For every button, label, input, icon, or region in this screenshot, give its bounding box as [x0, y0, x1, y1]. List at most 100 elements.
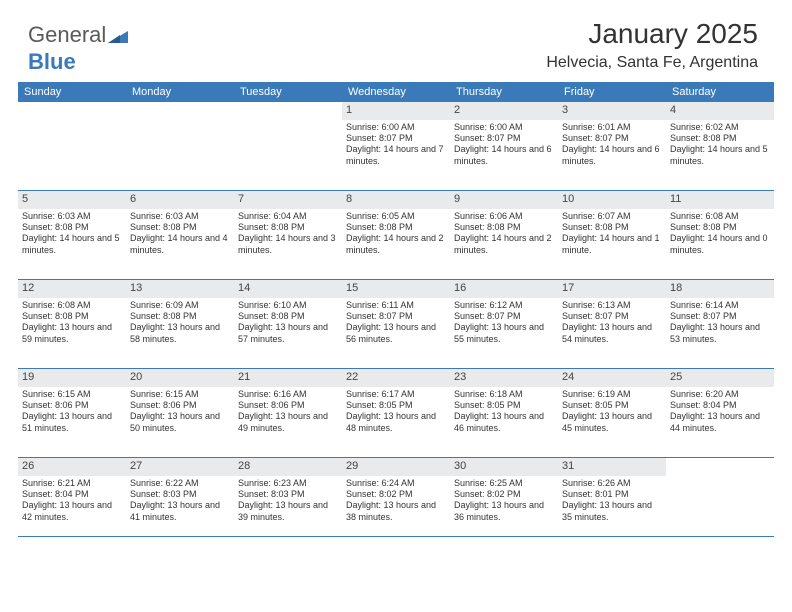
sunset-text: Sunset: 8:07 PM: [670, 311, 770, 322]
day-cell: 11Sunrise: 6:08 AMSunset: 8:08 PMDayligh…: [666, 191, 774, 279]
day-cell: 8Sunrise: 6:05 AMSunset: 8:08 PMDaylight…: [342, 191, 450, 279]
day-number: 25: [666, 369, 774, 387]
daylight-text: Daylight: 13 hours and 36 minutes.: [454, 500, 554, 523]
day-body: Sunrise: 6:06 AMSunset: 8:08 PMDaylight:…: [450, 209, 558, 260]
daylight-text: Daylight: 14 hours and 1 minute.: [562, 233, 662, 256]
day-body: Sunrise: 6:25 AMSunset: 8:02 PMDaylight:…: [450, 476, 558, 527]
sunset-text: Sunset: 8:06 PM: [22, 400, 122, 411]
day-body: Sunrise: 6:11 AMSunset: 8:07 PMDaylight:…: [342, 298, 450, 349]
sunset-text: Sunset: 8:06 PM: [130, 400, 230, 411]
day-body: Sunrise: 6:03 AMSunset: 8:08 PMDaylight:…: [126, 209, 234, 260]
sunset-text: Sunset: 8:08 PM: [22, 311, 122, 322]
day-number: 4: [666, 102, 774, 120]
day-number: [666, 458, 774, 462]
daylight-text: Daylight: 14 hours and 6 minutes.: [562, 144, 662, 167]
sunset-text: Sunset: 8:02 PM: [454, 489, 554, 500]
sunrise-text: Sunrise: 6:04 AM: [238, 211, 338, 222]
day-number: 17: [558, 280, 666, 298]
daylight-text: Daylight: 14 hours and 5 minutes.: [22, 233, 122, 256]
sunrise-text: Sunrise: 6:19 AM: [562, 389, 662, 400]
weekday-header: Monday: [126, 82, 234, 102]
day-body: Sunrise: 6:01 AMSunset: 8:07 PMDaylight:…: [558, 120, 666, 171]
day-number: 12: [18, 280, 126, 298]
day-cell: 18Sunrise: 6:14 AMSunset: 8:07 PMDayligh…: [666, 280, 774, 368]
sunrise-text: Sunrise: 6:17 AM: [346, 389, 446, 400]
day-body: Sunrise: 6:19 AMSunset: 8:05 PMDaylight:…: [558, 387, 666, 438]
week-row: 1Sunrise: 6:00 AMSunset: 8:07 PMDaylight…: [18, 102, 774, 191]
daylight-text: Daylight: 13 hours and 39 minutes.: [238, 500, 338, 523]
week-row: 19Sunrise: 6:15 AMSunset: 8:06 PMDayligh…: [18, 369, 774, 458]
daylight-text: Daylight: 13 hours and 50 minutes.: [130, 411, 230, 434]
day-number: 21: [234, 369, 342, 387]
day-number: 11: [666, 191, 774, 209]
day-cell: 9Sunrise: 6:06 AMSunset: 8:08 PMDaylight…: [450, 191, 558, 279]
daylight-text: Daylight: 13 hours and 58 minutes.: [130, 322, 230, 345]
sunrise-text: Sunrise: 6:09 AM: [130, 300, 230, 311]
day-number: 23: [450, 369, 558, 387]
daylight-text: Daylight: 13 hours and 56 minutes.: [346, 322, 446, 345]
day-number: 30: [450, 458, 558, 476]
daylight-text: Daylight: 13 hours and 59 minutes.: [22, 322, 122, 345]
sunset-text: Sunset: 8:08 PM: [238, 311, 338, 322]
day-cell: 28Sunrise: 6:23 AMSunset: 8:03 PMDayligh…: [234, 458, 342, 536]
day-number: 22: [342, 369, 450, 387]
day-cell: [666, 458, 774, 536]
sunset-text: Sunset: 8:07 PM: [454, 133, 554, 144]
day-cell: 24Sunrise: 6:19 AMSunset: 8:05 PMDayligh…: [558, 369, 666, 457]
day-body: Sunrise: 6:12 AMSunset: 8:07 PMDaylight:…: [450, 298, 558, 349]
day-number: 3: [558, 102, 666, 120]
day-number: 5: [18, 191, 126, 209]
daylight-text: Daylight: 13 hours and 54 minutes.: [562, 322, 662, 345]
week-row: 12Sunrise: 6:08 AMSunset: 8:08 PMDayligh…: [18, 280, 774, 369]
day-number: 29: [342, 458, 450, 476]
day-body: Sunrise: 6:26 AMSunset: 8:01 PMDaylight:…: [558, 476, 666, 527]
day-number: 16: [450, 280, 558, 298]
sunrise-text: Sunrise: 6:07 AM: [562, 211, 662, 222]
day-cell: 20Sunrise: 6:15 AMSunset: 8:06 PMDayligh…: [126, 369, 234, 457]
sunset-text: Sunset: 8:07 PM: [346, 311, 446, 322]
day-cell: 27Sunrise: 6:22 AMSunset: 8:03 PMDayligh…: [126, 458, 234, 536]
day-cell: 14Sunrise: 6:10 AMSunset: 8:08 PMDayligh…: [234, 280, 342, 368]
sunset-text: Sunset: 8:08 PM: [346, 222, 446, 233]
day-cell: 15Sunrise: 6:11 AMSunset: 8:07 PMDayligh…: [342, 280, 450, 368]
sunset-text: Sunset: 8:08 PM: [670, 222, 770, 233]
weeks-container: 1Sunrise: 6:00 AMSunset: 8:07 PMDaylight…: [18, 102, 774, 537]
day-body: Sunrise: 6:13 AMSunset: 8:07 PMDaylight:…: [558, 298, 666, 349]
sunset-text: Sunset: 8:05 PM: [346, 400, 446, 411]
day-body: Sunrise: 6:04 AMSunset: 8:08 PMDaylight:…: [234, 209, 342, 260]
sunrise-text: Sunrise: 6:15 AM: [22, 389, 122, 400]
logo-part2: Blue: [28, 49, 76, 74]
day-cell: 6Sunrise: 6:03 AMSunset: 8:08 PMDaylight…: [126, 191, 234, 279]
daylight-text: Daylight: 14 hours and 5 minutes.: [670, 144, 770, 167]
daylight-text: Daylight: 14 hours and 7 minutes.: [346, 144, 446, 167]
day-number: 31: [558, 458, 666, 476]
weekday-header: Thursday: [450, 82, 558, 102]
day-cell: 17Sunrise: 6:13 AMSunset: 8:07 PMDayligh…: [558, 280, 666, 368]
header: January 2025 Helvecia, Santa Fe, Argenti…: [546, 18, 758, 72]
day-body: Sunrise: 6:20 AMSunset: 8:04 PMDaylight:…: [666, 387, 774, 438]
day-cell: 25Sunrise: 6:20 AMSunset: 8:04 PMDayligh…: [666, 369, 774, 457]
day-cell: 26Sunrise: 6:21 AMSunset: 8:04 PMDayligh…: [18, 458, 126, 536]
sunset-text: Sunset: 8:03 PM: [238, 489, 338, 500]
sunrise-text: Sunrise: 6:22 AM: [130, 478, 230, 489]
daylight-text: Daylight: 13 hours and 57 minutes.: [238, 322, 338, 345]
sunrise-text: Sunrise: 6:05 AM: [346, 211, 446, 222]
sunset-text: Sunset: 8:08 PM: [238, 222, 338, 233]
day-cell: [234, 102, 342, 190]
day-body: Sunrise: 6:02 AMSunset: 8:08 PMDaylight:…: [666, 120, 774, 171]
day-body: Sunrise: 6:03 AMSunset: 8:08 PMDaylight:…: [18, 209, 126, 260]
day-cell: 23Sunrise: 6:18 AMSunset: 8:05 PMDayligh…: [450, 369, 558, 457]
sunrise-text: Sunrise: 6:10 AM: [238, 300, 338, 311]
day-body: Sunrise: 6:07 AMSunset: 8:08 PMDaylight:…: [558, 209, 666, 260]
day-number: 13: [126, 280, 234, 298]
day-cell: 1Sunrise: 6:00 AMSunset: 8:07 PMDaylight…: [342, 102, 450, 190]
day-cell: 19Sunrise: 6:15 AMSunset: 8:06 PMDayligh…: [18, 369, 126, 457]
day-number: 26: [18, 458, 126, 476]
day-number: 7: [234, 191, 342, 209]
weekday-header: Sunday: [18, 82, 126, 102]
day-cell: 22Sunrise: 6:17 AMSunset: 8:05 PMDayligh…: [342, 369, 450, 457]
daylight-text: Daylight: 13 hours and 46 minutes.: [454, 411, 554, 434]
daylight-text: Daylight: 14 hours and 4 minutes.: [130, 233, 230, 256]
sunrise-text: Sunrise: 6:03 AM: [22, 211, 122, 222]
logo: General Blue: [28, 22, 128, 75]
